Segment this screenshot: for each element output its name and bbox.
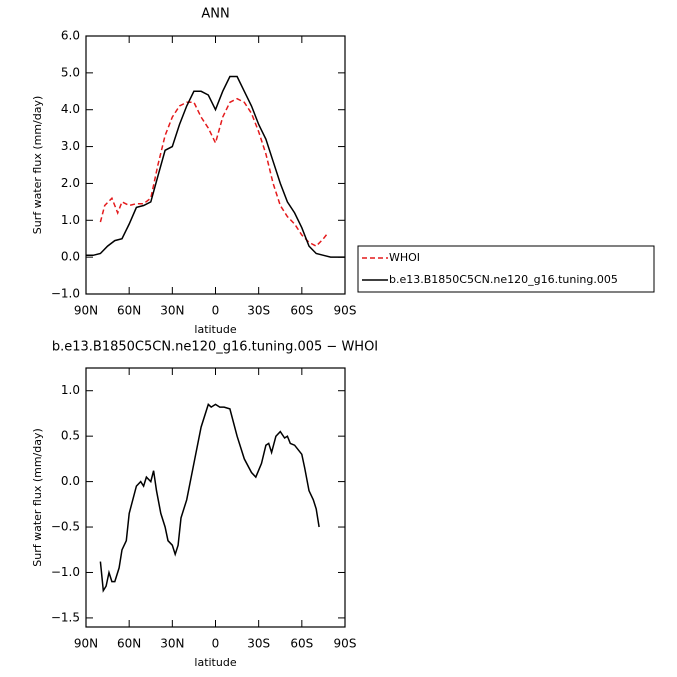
x-tick-label: 0 [212, 637, 220, 651]
y-tick-label: 6.0 [61, 29, 80, 43]
legend-box [357, 245, 655, 293]
y-tick-label: −0.5 [51, 520, 80, 534]
y-tick-label: −1.0 [51, 565, 80, 579]
y-axis-label: Surf water flux (mm/day) [31, 428, 44, 567]
plot-frame [85, 367, 346, 628]
x-axis-label: latitude [194, 323, 236, 336]
chart-title: ANN [201, 7, 229, 22]
x-tick-label: 60N [117, 304, 141, 318]
y-tick-label: 0.0 [61, 250, 80, 264]
x-tick-label: 30N [160, 637, 184, 651]
y-tick-label: 1.0 [61, 383, 80, 397]
data-line [99, 403, 320, 593]
data-line [86, 75, 345, 258]
x-axis-label: latitude [194, 656, 236, 669]
y-tick-label: 4.0 [61, 102, 80, 116]
y-tick-label: 2.0 [61, 176, 80, 190]
y-tick-label: 1.0 [61, 213, 80, 227]
y-tick-label: −1.5 [51, 610, 80, 624]
x-tick-label: 60N [117, 637, 141, 651]
legend-label: b.e13.B1850C5CN.ne120_g16.tuning.005 [389, 273, 618, 286]
plot-frame [85, 35, 346, 295]
x-tick-label: 30N [160, 304, 184, 318]
y-tick-label: 0.5 [61, 429, 80, 443]
chart-title: b.e13.B1850C5CN.ne120_g16.tuning.005 − W… [52, 340, 378, 355]
x-tick-label: 0 [212, 304, 220, 318]
legend-label: WHOI [389, 251, 420, 264]
data-line [99, 97, 329, 248]
x-tick-label: 90S [334, 637, 357, 651]
x-tick-label: 30S [247, 304, 270, 318]
y-tick-label: 3.0 [61, 139, 80, 153]
x-tick-label: 90N [74, 304, 98, 318]
y-tick-label: 0.0 [61, 474, 80, 488]
x-tick-label: 90S [334, 304, 357, 318]
x-tick-label: 90N [74, 637, 98, 651]
y-tick-label: −1.0 [51, 287, 80, 301]
y-axis-label: Surf water flux (mm/day) [31, 96, 44, 235]
x-tick-label: 60S [290, 637, 313, 651]
x-tick-label: 30S [247, 637, 270, 651]
y-tick-label: 5.0 [61, 65, 80, 79]
x-tick-label: 60S [290, 304, 313, 318]
